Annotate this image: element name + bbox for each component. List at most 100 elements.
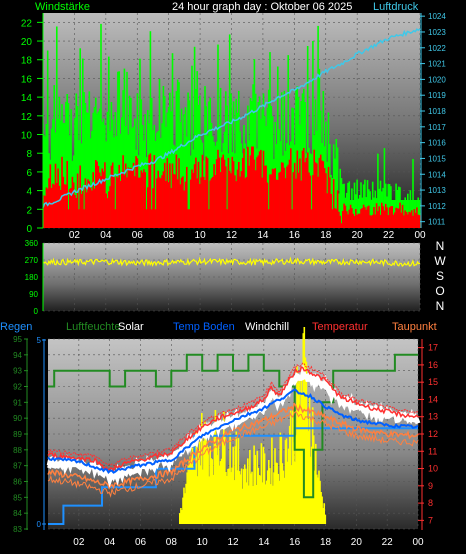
humidity-tick-label: 88 bbox=[13, 446, 22, 455]
temp-x-tick-label: 22 bbox=[382, 537, 394, 548]
gust-bar bbox=[170, 111, 172, 228]
humidity-tick-label: 93 bbox=[13, 367, 22, 376]
gust-bar bbox=[56, 26, 58, 228]
solar-bar bbox=[255, 485, 257, 524]
gust-bar bbox=[158, 78, 161, 229]
solar-bar bbox=[228, 468, 230, 524]
average-bar bbox=[117, 177, 119, 228]
humidity-tick-label: 95 bbox=[13, 335, 22, 344]
solar-bar bbox=[235, 431, 238, 524]
average-bar bbox=[241, 157, 244, 228]
average-bar bbox=[283, 167, 286, 228]
average-bar bbox=[271, 168, 274, 228]
wind-tick-label: 20 bbox=[21, 37, 33, 48]
average-bar bbox=[230, 173, 232, 228]
average-bar bbox=[417, 214, 419, 228]
average-bar bbox=[226, 209, 228, 228]
average-bar bbox=[85, 192, 88, 228]
rain-tick-label: 5 bbox=[37, 336, 42, 345]
solar-bar bbox=[198, 441, 201, 524]
average-bar bbox=[330, 193, 332, 228]
gust-bar bbox=[83, 92, 85, 228]
gust-bar bbox=[322, 91, 325, 228]
average-bar bbox=[111, 162, 114, 228]
wind-tick-label: 22 bbox=[21, 18, 33, 29]
humidity-tick-label: 92 bbox=[13, 383, 22, 392]
solar-bar bbox=[247, 458, 249, 524]
compass-label: N bbox=[436, 299, 445, 313]
average-bar bbox=[115, 176, 118, 228]
average-bar bbox=[357, 213, 360, 228]
solar-bar bbox=[205, 426, 207, 524]
solar-bar bbox=[305, 361, 308, 524]
solar-bar bbox=[283, 477, 286, 524]
gust-bar bbox=[360, 182, 362, 228]
average-bar bbox=[284, 178, 287, 228]
solar-bar bbox=[272, 485, 274, 524]
legend-solar: Solar bbox=[118, 321, 144, 333]
humidity-tick-label: 89 bbox=[13, 430, 22, 439]
average-bar bbox=[128, 168, 131, 228]
solar-bar bbox=[185, 483, 187, 524]
average-bar bbox=[342, 210, 344, 228]
gust-bar bbox=[340, 178, 343, 228]
gust-bar bbox=[179, 122, 182, 228]
average-bar bbox=[196, 178, 198, 228]
temp-x-tick-label: 02 bbox=[73, 537, 85, 548]
gust-bar bbox=[225, 91, 227, 228]
average-bar bbox=[202, 176, 205, 228]
gust-bar bbox=[184, 107, 187, 228]
compass-label: O bbox=[435, 284, 444, 298]
solar-bar bbox=[322, 508, 324, 524]
average-bar bbox=[214, 175, 217, 228]
gust-bar bbox=[269, 52, 271, 228]
pressure-tick-label: 1011 bbox=[428, 218, 446, 227]
average-bar bbox=[231, 156, 234, 228]
solar-bar bbox=[190, 452, 193, 524]
solar-bar bbox=[309, 456, 312, 524]
temperature-tick-label: 13 bbox=[428, 412, 438, 422]
average-bar bbox=[96, 161, 98, 228]
average-bar bbox=[162, 171, 165, 228]
average-bar bbox=[110, 165, 113, 228]
solar-bar bbox=[240, 468, 243, 524]
gust-bar bbox=[379, 180, 382, 228]
average-bar bbox=[414, 212, 417, 228]
average-bar bbox=[375, 203, 378, 228]
wind-tick-label: 0 bbox=[26, 224, 32, 235]
average-bar bbox=[353, 216, 356, 228]
gust-bar bbox=[266, 107, 269, 228]
average-bar bbox=[62, 176, 65, 228]
average-bar bbox=[327, 166, 330, 228]
gust-bar bbox=[165, 126, 167, 228]
average-bar bbox=[304, 162, 306, 228]
gust-bar bbox=[62, 123, 65, 228]
gust-bar bbox=[98, 108, 101, 228]
average-bar bbox=[97, 166, 100, 228]
solar-bar bbox=[306, 418, 309, 524]
average-bar bbox=[274, 168, 276, 228]
gust-bar bbox=[261, 109, 263, 228]
gust-bar bbox=[230, 93, 232, 228]
gust-bar bbox=[342, 184, 344, 228]
gust-bar bbox=[80, 143, 83, 228]
gust-bar bbox=[58, 96, 61, 228]
solar-bar bbox=[192, 466, 195, 524]
average-bar bbox=[407, 214, 409, 228]
solar-bar bbox=[244, 468, 247, 524]
average-bar bbox=[132, 162, 135, 228]
temperature-tick-label: 8 bbox=[428, 498, 433, 508]
solar-bar bbox=[284, 440, 287, 524]
average-bar bbox=[93, 188, 96, 228]
pressure-tick-label: 1014 bbox=[428, 170, 446, 179]
gust-bar bbox=[334, 158, 336, 228]
gust-bar bbox=[82, 58, 84, 228]
direction-tick-label: 270 bbox=[25, 256, 39, 265]
average-bar bbox=[360, 209, 362, 228]
gust-bar bbox=[356, 179, 358, 228]
average-bar bbox=[286, 166, 288, 228]
pressure-tick-label: 1020 bbox=[428, 75, 446, 84]
average-bar bbox=[277, 179, 279, 228]
average-bar bbox=[106, 198, 109, 228]
humidity-tick-label: 83 bbox=[13, 525, 22, 534]
